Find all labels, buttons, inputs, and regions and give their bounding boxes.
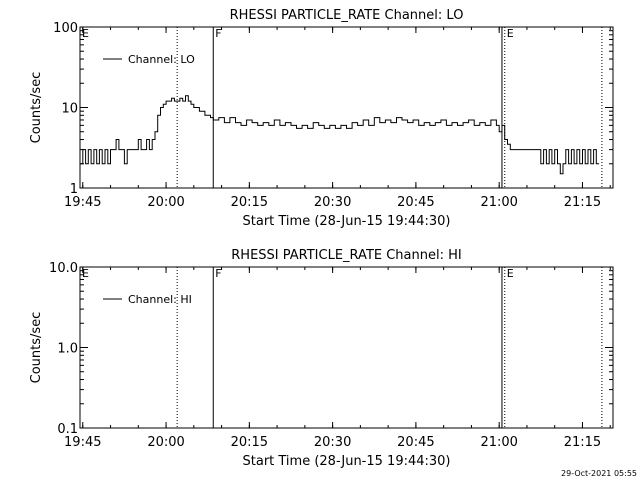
footer-timestamp: 29-Oct-2021 05:55 bbox=[561, 469, 637, 478]
y-tick-label: 100 bbox=[53, 21, 78, 36]
event-marker-label: E bbox=[82, 27, 89, 40]
y-tick-label: 10.0 bbox=[49, 261, 78, 276]
panel-1: RHESSI PARTICLE_RATE Channel: LO Start Ti… bbox=[29, 8, 614, 229]
x-tick-label: 20:30 bbox=[314, 435, 351, 450]
plot-frame bbox=[79, 26, 614, 189]
x-axis-label: Start Time (28-Jun-15 19:44:30) bbox=[243, 454, 451, 469]
panel-2: RHESSI PARTICLE_RATE Channel: HI Start Ti… bbox=[29, 248, 614, 469]
plot-frame bbox=[79, 266, 614, 429]
x-axis-label: Start Time (28-Jun-15 19:44:30) bbox=[243, 214, 451, 229]
x-tick-label: 19:45 bbox=[64, 195, 101, 210]
y-tick-label: 0.1 bbox=[57, 422, 78, 437]
chart-title: RHESSI PARTICLE_RATE Channel: HI bbox=[231, 248, 461, 263]
series-line bbox=[80, 95, 600, 175]
x-tick-label: 21:15 bbox=[564, 195, 601, 210]
x-tick-label: 20:30 bbox=[314, 195, 351, 210]
chart-title: RHESSI PARTICLE_RATE Channel: LO bbox=[230, 8, 464, 23]
event-marker-label: F bbox=[215, 267, 221, 280]
y-tick-label: 1 bbox=[70, 182, 78, 197]
x-tick-label: 20:15 bbox=[231, 435, 268, 450]
x-tick-label: 21:15 bbox=[564, 435, 601, 450]
legend-label: Channel: LO bbox=[128, 53, 195, 66]
x-tick-label: 21:00 bbox=[480, 195, 517, 210]
y-tick-label: 10 bbox=[61, 102, 78, 117]
event-marker-label: E bbox=[507, 267, 514, 280]
x-tick-label: 20:45 bbox=[397, 435, 434, 450]
event-marker-label: F bbox=[215, 27, 221, 40]
x-tick-label: 20:00 bbox=[147, 195, 184, 210]
x-tick-label: 20:00 bbox=[147, 435, 184, 450]
event-marker-label: E bbox=[507, 27, 514, 40]
y-axis-label: Counts/sec bbox=[29, 72, 44, 144]
x-tick-label: 20:45 bbox=[397, 195, 434, 210]
event-marker-label: E bbox=[82, 267, 89, 280]
x-tick-label: 21:00 bbox=[480, 435, 517, 450]
x-tick-label: 20:15 bbox=[231, 195, 268, 210]
legend-label: Channel: HI bbox=[128, 293, 192, 306]
y-tick-label: 1.0 bbox=[57, 342, 78, 357]
x-tick-label: 19:45 bbox=[64, 435, 101, 450]
y-axis-label: Counts/sec bbox=[29, 312, 44, 384]
